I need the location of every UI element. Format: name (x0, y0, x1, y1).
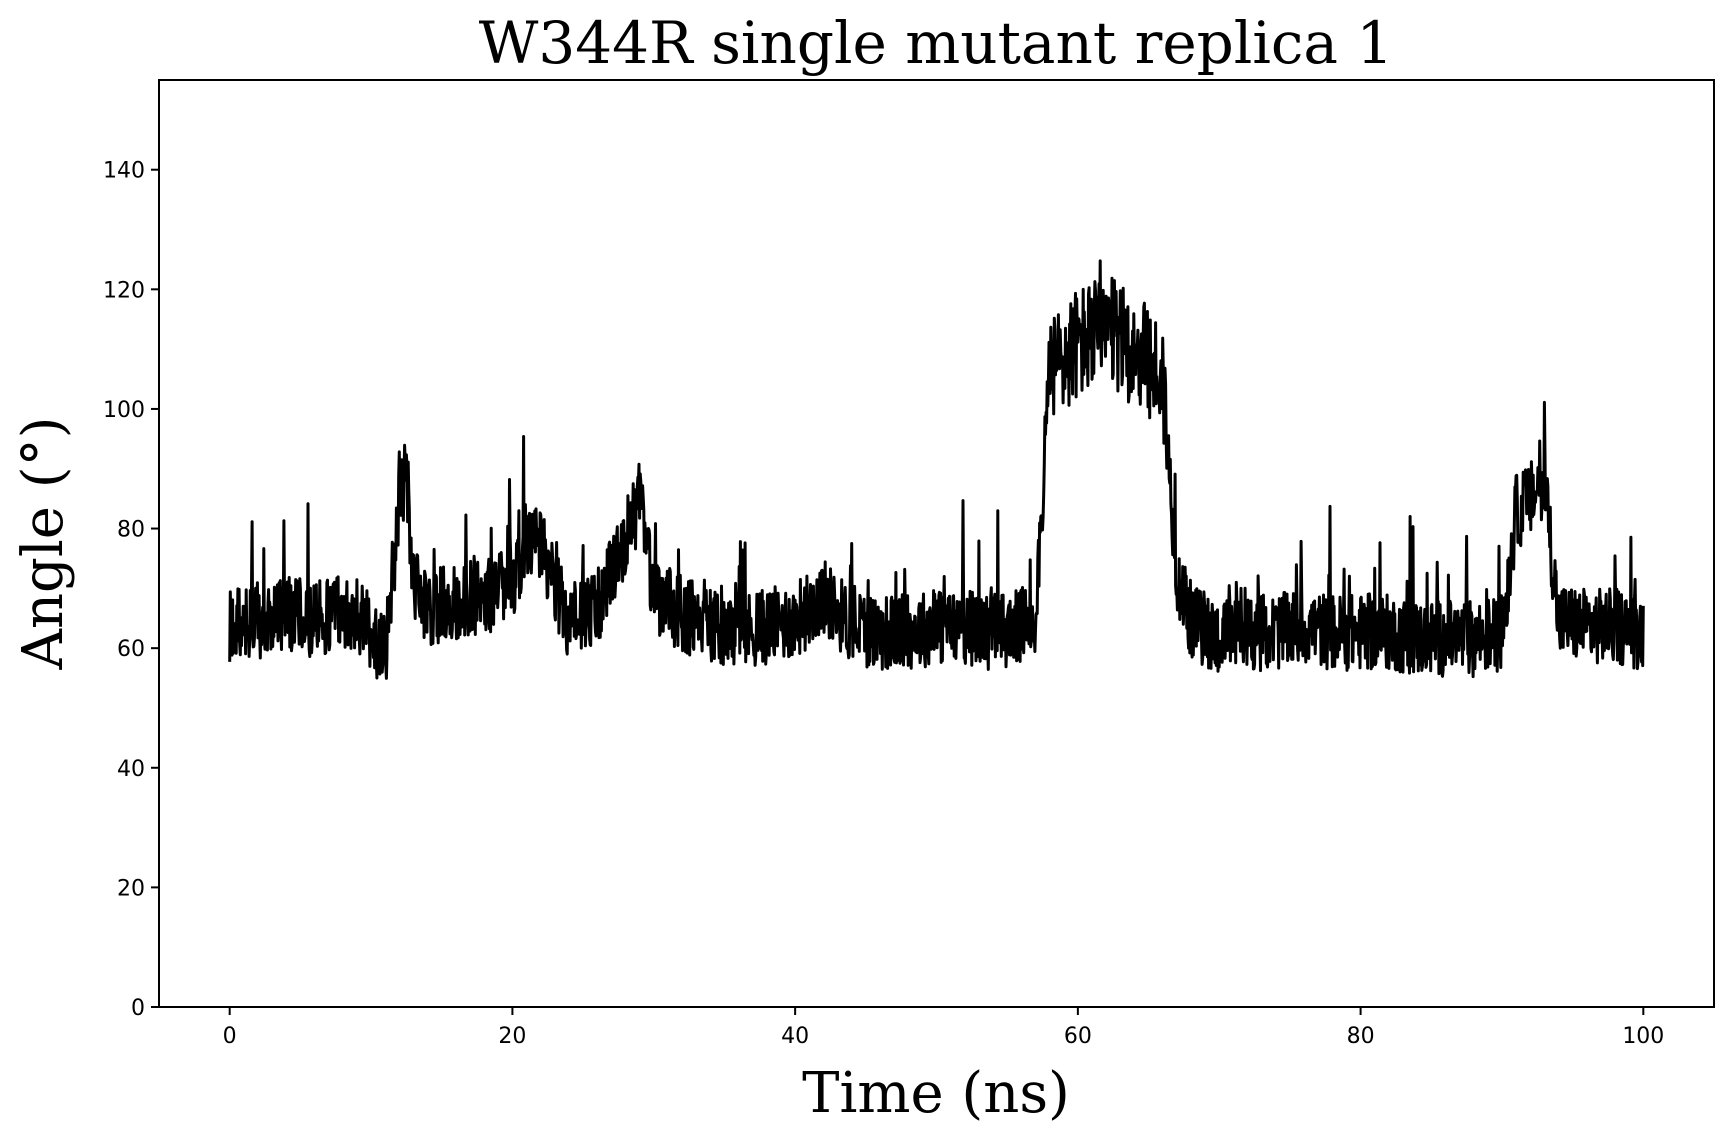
y-tick-label: 120 (103, 278, 145, 303)
x-tick-label: 100 (1622, 1024, 1664, 1049)
x-tick-label: 80 (1347, 1024, 1375, 1049)
y-tick-label: 100 (103, 398, 145, 423)
y-tick-label: 60 (117, 637, 145, 662)
y-tick-label: 80 (117, 518, 145, 543)
plot-area (158, 79, 1715, 1008)
axes-frame (158, 79, 1715, 1008)
y-tick-label: 0 (131, 996, 145, 1021)
chart-title: W344R single mutant replica 1 (479, 9, 1394, 77)
y-axis-label: Angle (°) (11, 417, 76, 671)
x-tick-label: 0 (223, 1024, 237, 1049)
x-tick-label: 20 (498, 1024, 526, 1049)
x-axis-label: Time (ns) (802, 1061, 1070, 1126)
series-line (228, 259, 1645, 680)
x-axis: 0 20 40 60 80 100 (223, 1007, 1664, 1049)
y-axis: 0 20 40 60 80 100 120 140 (103, 159, 159, 1021)
y-tick-label: 40 (117, 757, 145, 782)
y-tick-label: 20 (117, 876, 145, 901)
x-tick-label: 40 (781, 1024, 809, 1049)
x-tick-label: 60 (1064, 1024, 1092, 1049)
y-tick-label: 140 (103, 159, 145, 184)
